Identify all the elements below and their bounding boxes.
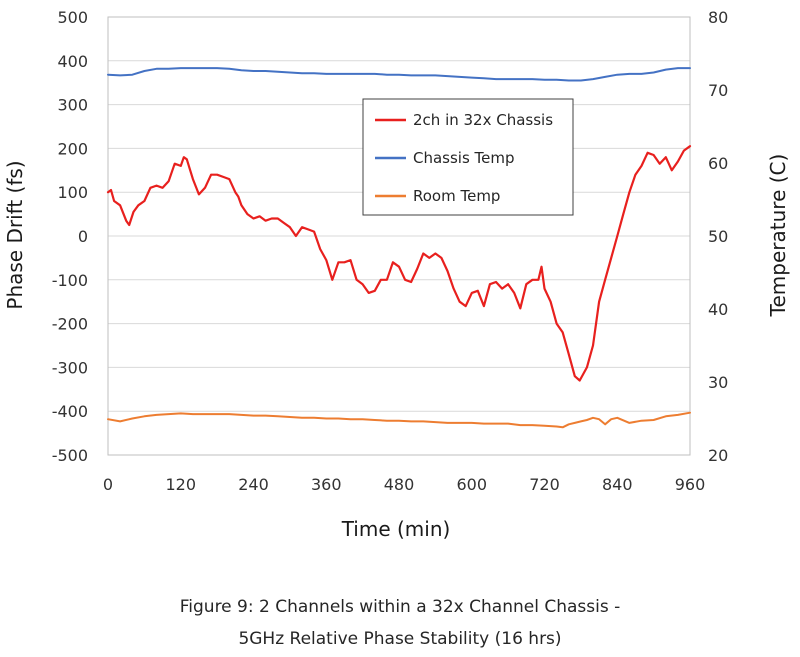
figure-caption-line-1: Figure 9: 2 Channels within a 32x Channe… bbox=[179, 597, 621, 617]
legend-label-chassis-temp: Chassis Temp bbox=[413, 149, 515, 167]
y2-tick-label: 70 bbox=[708, 81, 728, 100]
x-tick-label: 840 bbox=[602, 475, 633, 494]
y-tick-label: 500 bbox=[57, 8, 88, 27]
y-tick-label: 100 bbox=[57, 183, 88, 202]
series-line-room-temp bbox=[107, 411, 691, 429]
y-tick-label: 0 bbox=[78, 227, 88, 246]
x-tick-label: 360 bbox=[311, 475, 342, 494]
series-line-chassis-temp bbox=[107, 67, 691, 82]
y-tick-label: 400 bbox=[57, 52, 88, 71]
legend-label-2ch-in-32x-chassis: 2ch in 32x Chassis bbox=[413, 111, 553, 129]
y2-axis-title: Temperature (C) bbox=[766, 154, 790, 318]
series-layer bbox=[106, 67, 692, 429]
y2-tick-label: 50 bbox=[708, 227, 728, 246]
y2-tick-label: 80 bbox=[708, 8, 728, 27]
y-tick-label: -500 bbox=[52, 446, 88, 465]
y2-tick-label: 20 bbox=[708, 446, 728, 465]
left-axis-ticks: 500 400 300 200 100 0 -100 -200 -300 -400 -500 bbox=[52, 8, 88, 465]
x-axis-title: Time (min) bbox=[341, 517, 451, 541]
x-tick-label: 480 bbox=[384, 475, 415, 494]
legend: 2ch in 32x Chassis Chassis Temp Room Temp bbox=[362, 98, 574, 216]
x-axis-ticks: 0 120 240 360 480 600 720 840 960 bbox=[103, 475, 705, 494]
plot-area-border bbox=[107, 16, 691, 456]
y2-tick-label: 60 bbox=[708, 154, 728, 173]
x-tick-label: 120 bbox=[165, 475, 196, 494]
x-tick-label: 960 bbox=[675, 475, 706, 494]
y-tick-label: -200 bbox=[52, 315, 88, 334]
right-axis-ticks: 80 70 60 50 40 30 20 bbox=[708, 8, 728, 465]
x-tick-label: 240 bbox=[238, 475, 269, 494]
series-line-2ch-in-32x-chassis bbox=[106, 145, 692, 382]
y-tick-label: -100 bbox=[52, 271, 88, 290]
axis-frame bbox=[107, 16, 691, 456]
y-tick-label: 200 bbox=[57, 139, 88, 158]
x-tick-label: 720 bbox=[529, 475, 560, 494]
x-tick-label: 0 bbox=[103, 475, 113, 494]
y-tick-label: -400 bbox=[52, 402, 88, 421]
y-tick-label: -300 bbox=[52, 358, 88, 377]
y-axis-title: Phase Drift (fs) bbox=[3, 160, 27, 309]
legend-label-room-temp: Room Temp bbox=[413, 187, 500, 205]
y-tick-label: 300 bbox=[57, 96, 88, 115]
y2-tick-label: 40 bbox=[708, 300, 728, 319]
y2-tick-label: 30 bbox=[708, 373, 728, 392]
x-tick-label: 600 bbox=[456, 475, 487, 494]
figure-caption-line-2: 5GHz Relative Phase Stability (16 hrs) bbox=[238, 629, 562, 649]
gridlines bbox=[108, 16, 690, 456]
